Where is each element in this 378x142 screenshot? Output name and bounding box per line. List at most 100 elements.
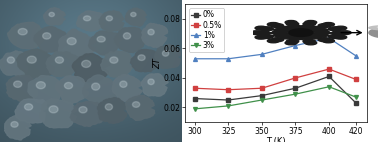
0% bbox=[354, 102, 358, 104]
0.5% bbox=[327, 68, 331, 70]
Polygon shape bbox=[142, 23, 167, 47]
Polygon shape bbox=[79, 107, 87, 113]
Circle shape bbox=[332, 31, 345, 35]
Circle shape bbox=[271, 38, 284, 42]
0% bbox=[260, 95, 264, 96]
Ellipse shape bbox=[369, 25, 378, 30]
Circle shape bbox=[285, 20, 297, 24]
1% bbox=[260, 54, 264, 55]
3% bbox=[327, 86, 331, 88]
Polygon shape bbox=[55, 57, 64, 63]
Polygon shape bbox=[34, 27, 68, 52]
Circle shape bbox=[261, 35, 273, 38]
Ellipse shape bbox=[369, 27, 378, 39]
0% bbox=[293, 87, 298, 89]
Polygon shape bbox=[5, 116, 31, 140]
Polygon shape bbox=[148, 29, 154, 35]
Polygon shape bbox=[67, 38, 76, 45]
Polygon shape bbox=[83, 75, 116, 106]
Polygon shape bbox=[15, 99, 47, 123]
Circle shape bbox=[267, 23, 279, 26]
Polygon shape bbox=[91, 83, 100, 90]
Polygon shape bbox=[110, 57, 118, 63]
Circle shape bbox=[308, 26, 321, 31]
Polygon shape bbox=[101, 51, 133, 77]
3% bbox=[354, 96, 358, 98]
Circle shape bbox=[339, 31, 351, 35]
Circle shape bbox=[251, 31, 263, 35]
Polygon shape bbox=[36, 82, 45, 89]
Circle shape bbox=[285, 41, 297, 45]
Polygon shape bbox=[98, 98, 127, 123]
Polygon shape bbox=[72, 54, 110, 82]
Line: 0%: 0% bbox=[193, 75, 358, 105]
Polygon shape bbox=[148, 79, 154, 85]
Circle shape bbox=[335, 35, 347, 39]
Circle shape bbox=[255, 35, 267, 39]
Polygon shape bbox=[8, 22, 45, 49]
0% bbox=[327, 76, 331, 77]
1% bbox=[293, 45, 298, 46]
1% bbox=[327, 37, 331, 39]
Circle shape bbox=[257, 31, 270, 35]
Polygon shape bbox=[56, 76, 90, 104]
Circle shape bbox=[299, 25, 313, 30]
Polygon shape bbox=[11, 122, 18, 127]
0% bbox=[226, 99, 231, 101]
Circle shape bbox=[274, 33, 288, 37]
Polygon shape bbox=[7, 57, 14, 63]
Circle shape bbox=[335, 26, 347, 30]
Circle shape bbox=[271, 24, 284, 28]
0.5% bbox=[354, 79, 358, 80]
Circle shape bbox=[286, 22, 299, 26]
Line: 0.5%: 0.5% bbox=[193, 67, 358, 92]
Polygon shape bbox=[138, 55, 145, 60]
X-axis label: T (K): T (K) bbox=[266, 137, 286, 142]
Circle shape bbox=[280, 35, 294, 39]
Polygon shape bbox=[132, 102, 140, 107]
Circle shape bbox=[318, 38, 330, 42]
Circle shape bbox=[328, 27, 341, 31]
Polygon shape bbox=[123, 33, 131, 39]
Circle shape bbox=[289, 25, 303, 30]
Circle shape bbox=[322, 23, 335, 26]
Polygon shape bbox=[64, 83, 73, 89]
Polygon shape bbox=[28, 76, 63, 103]
Circle shape bbox=[267, 39, 279, 43]
Polygon shape bbox=[163, 51, 169, 56]
Circle shape bbox=[316, 31, 330, 35]
Polygon shape bbox=[115, 27, 146, 53]
0% bbox=[192, 98, 197, 99]
Circle shape bbox=[274, 28, 288, 33]
Polygon shape bbox=[125, 8, 146, 26]
0.5% bbox=[226, 89, 231, 91]
Polygon shape bbox=[99, 11, 124, 31]
1% bbox=[192, 58, 197, 60]
Circle shape bbox=[314, 33, 328, 37]
Circle shape bbox=[255, 26, 267, 30]
Polygon shape bbox=[44, 8, 65, 25]
Polygon shape bbox=[6, 75, 38, 102]
Polygon shape bbox=[112, 75, 142, 102]
Circle shape bbox=[289, 36, 303, 40]
Circle shape bbox=[305, 41, 317, 45]
Polygon shape bbox=[17, 49, 54, 78]
Polygon shape bbox=[155, 45, 181, 68]
Circle shape bbox=[328, 35, 341, 38]
Circle shape bbox=[322, 39, 335, 43]
Circle shape bbox=[289, 29, 313, 36]
Polygon shape bbox=[58, 29, 96, 60]
Circle shape bbox=[280, 26, 294, 31]
Line: 1%: 1% bbox=[193, 36, 358, 61]
Ellipse shape bbox=[377, 26, 378, 28]
Circle shape bbox=[286, 39, 299, 43]
3% bbox=[192, 108, 197, 110]
Polygon shape bbox=[43, 33, 51, 39]
Polygon shape bbox=[89, 31, 122, 55]
Polygon shape bbox=[40, 99, 76, 128]
Y-axis label: ZT: ZT bbox=[153, 58, 162, 69]
Polygon shape bbox=[49, 106, 58, 113]
Polygon shape bbox=[49, 12, 54, 17]
Circle shape bbox=[308, 35, 321, 39]
Legend: 0%, 0.5%, 1%, 3%: 0%, 0.5%, 1%, 3% bbox=[189, 8, 224, 52]
